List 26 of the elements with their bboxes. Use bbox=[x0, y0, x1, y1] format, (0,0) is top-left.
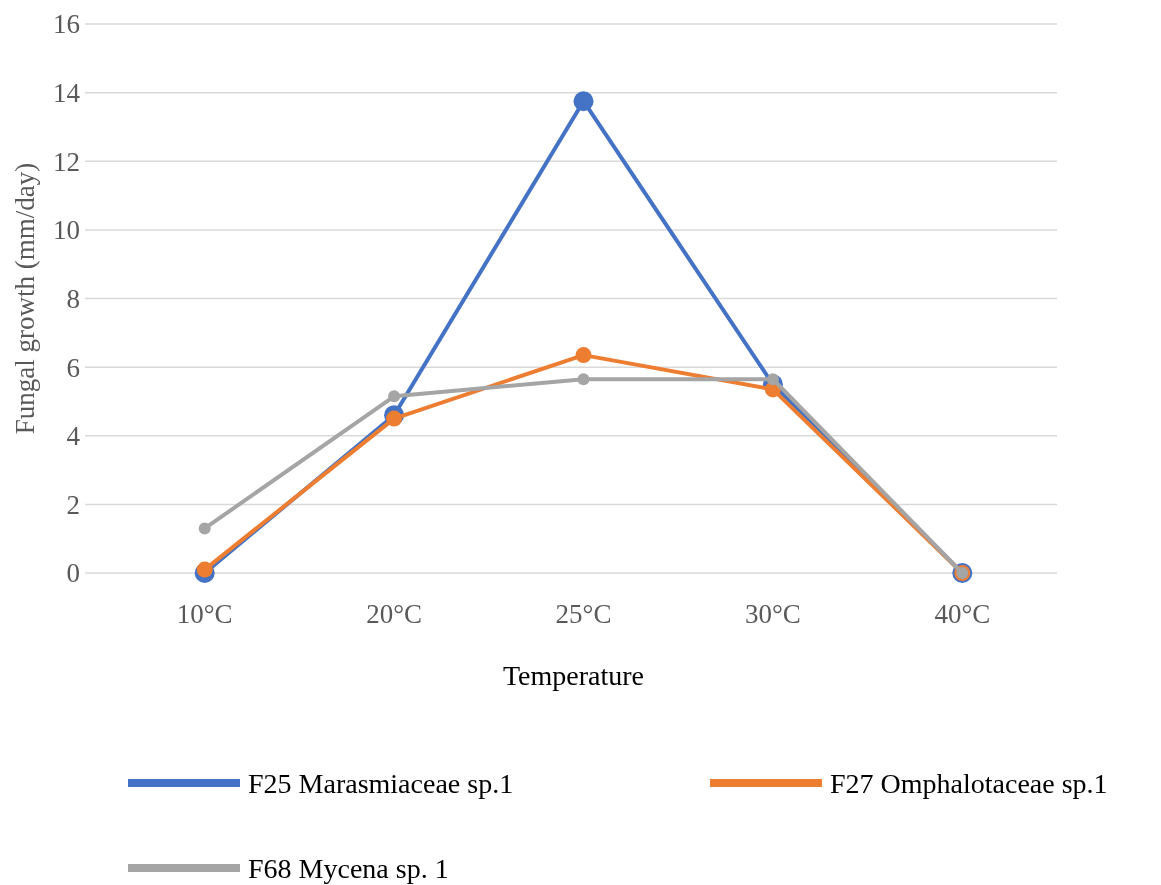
x-tick-label: 40°C bbox=[934, 599, 991, 629]
y-tick-label: 4 bbox=[66, 421, 81, 452]
y-tick-label: 12 bbox=[53, 146, 80, 177]
x-tick-label: 25°C bbox=[555, 599, 612, 629]
y-tick-label: 10 bbox=[53, 215, 80, 246]
y-tick-label: 0 bbox=[66, 558, 80, 589]
x-tick-label: 10°C bbox=[176, 599, 233, 629]
point bbox=[388, 390, 401, 403]
point bbox=[386, 410, 403, 427]
point bbox=[198, 522, 211, 535]
y-tick-label: 16 bbox=[53, 9, 80, 40]
point bbox=[196, 561, 213, 578]
legend-label: F27 Omphalotaceae sp.1 bbox=[830, 767, 1108, 799]
legend-label: F68 Mycena sp. 1 bbox=[248, 852, 449, 884]
legend-label: F25 Marasmiaceae sp.1 bbox=[248, 767, 514, 799]
y-tick-label: 6 bbox=[66, 352, 80, 383]
x-axis-title: Temperature bbox=[502, 660, 645, 691]
y-tick-label: 14 bbox=[53, 78, 81, 109]
x-tick-label: 20°C bbox=[366, 599, 423, 629]
point bbox=[577, 373, 590, 386]
y-tick-label: 2 bbox=[66, 489, 80, 520]
x-tick-label: 30°C bbox=[744, 599, 801, 629]
point bbox=[573, 91, 594, 112]
y-axis-title: Fungal growth (mm/day) bbox=[10, 162, 40, 435]
y-tick-label: 8 bbox=[66, 283, 80, 314]
point bbox=[575, 347, 592, 364]
